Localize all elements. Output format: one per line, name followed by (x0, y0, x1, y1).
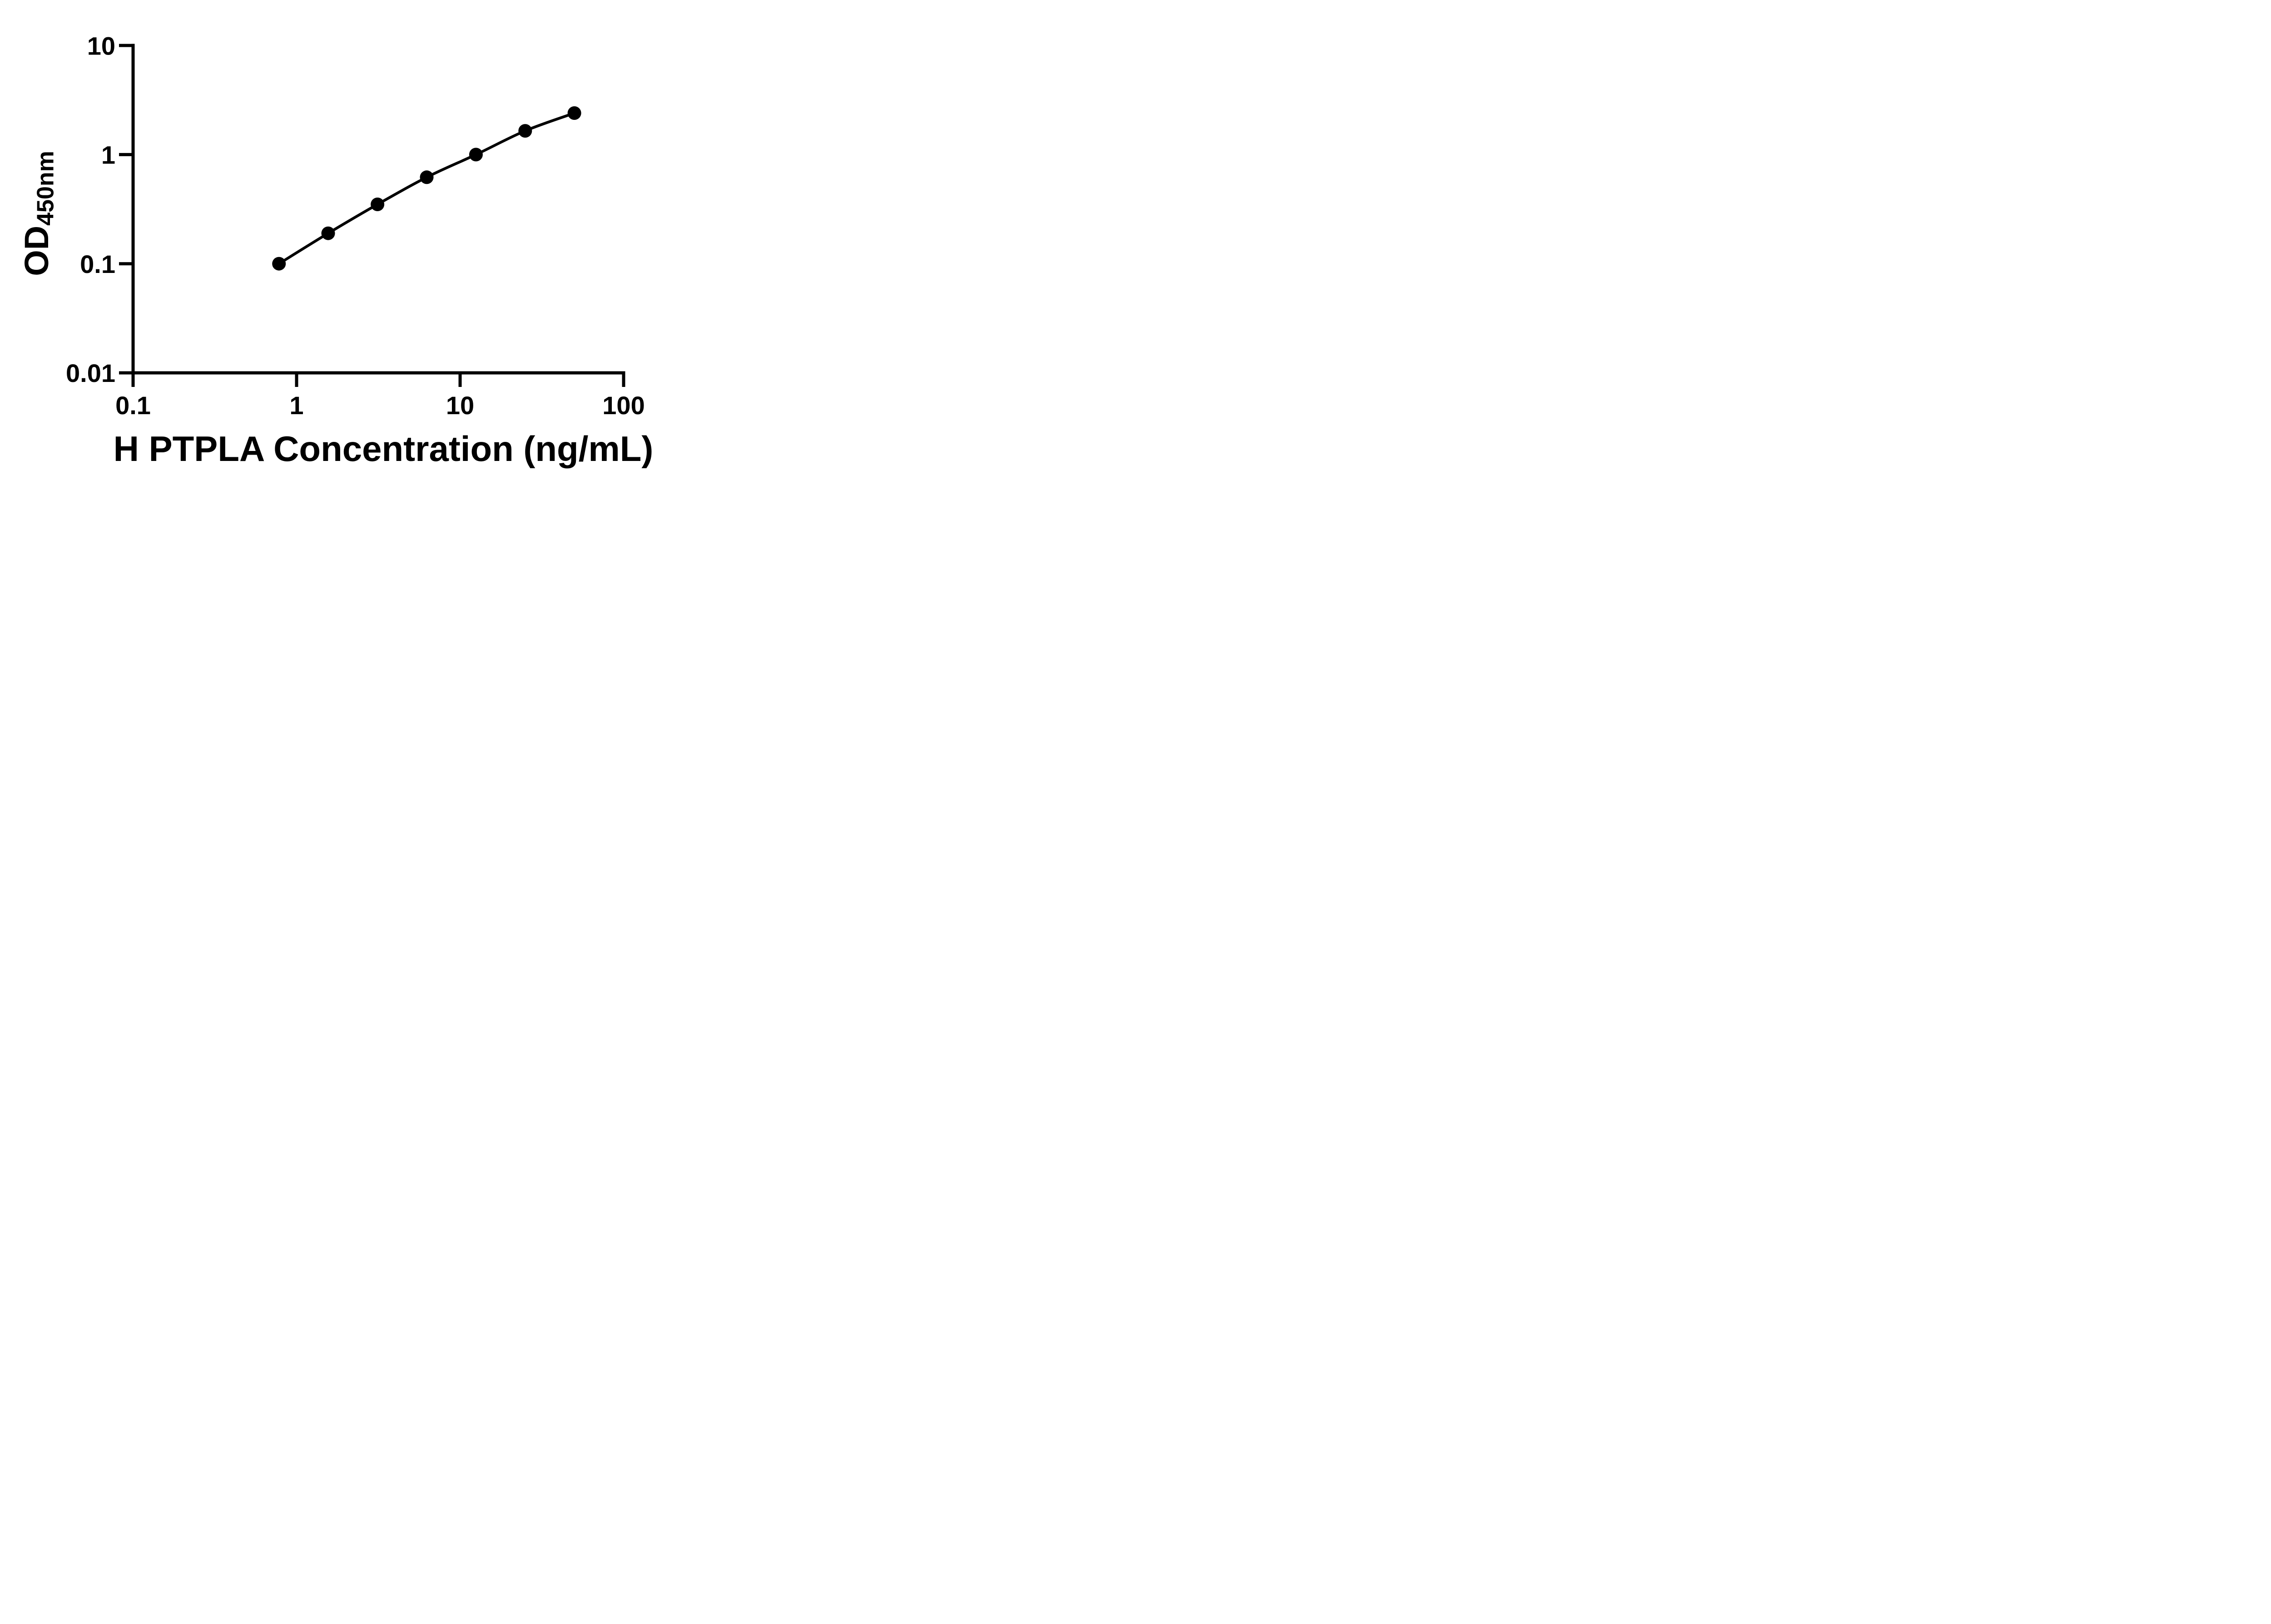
data-point-marker (567, 106, 581, 120)
x-axis-title: H PTPLA Concentration (ng/mL) (114, 429, 654, 469)
y-axis-title-sub: 450nm (32, 151, 59, 226)
axes (119, 44, 625, 387)
y-tick-label-1: 1 (101, 141, 115, 169)
y-axis-tick-labels: 10 1 0.1 0.01 (66, 31, 115, 387)
y-tick-label-0.1: 0.1 (80, 250, 115, 278)
x-axis-tick-labels: 0.1 1 10 100 (115, 391, 645, 420)
data-point-marker (420, 170, 434, 184)
standard-curve-line (278, 112, 575, 265)
x-tick-label-0.1: 0.1 (115, 391, 151, 420)
x-tick-label-10: 10 (446, 391, 474, 420)
x-axis-ticks (131, 373, 625, 387)
data-point-marker (371, 198, 385, 211)
x-tick-label-1: 1 (289, 391, 303, 420)
elisa-standard-curve-figure: 10 1 0.1 0.01 0.1 1 10 100 H PTPLA Conce… (0, 0, 699, 487)
data-point-marker (321, 226, 335, 240)
chart-canvas: 10 1 0.1 0.01 0.1 1 10 100 H PTPLA Conce… (18, 31, 654, 469)
y-tick-label-0.01: 0.01 (66, 359, 115, 387)
data-point-marker (272, 257, 286, 271)
data-point-marker (469, 148, 483, 162)
y-axis-ticks (119, 44, 133, 375)
x-tick-label-100: 100 (602, 391, 645, 420)
data-point-marker (518, 124, 532, 138)
y-axis-title: OD450nm (18, 151, 59, 276)
y-tick-label-10: 10 (87, 31, 115, 60)
y-axis-title-main: OD (18, 226, 55, 276)
data-points (272, 106, 581, 271)
